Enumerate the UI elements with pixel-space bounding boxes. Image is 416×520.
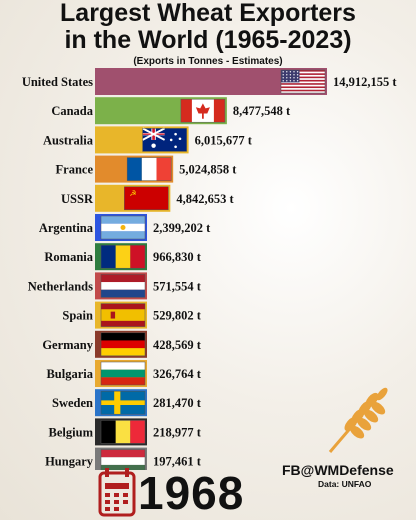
bar-group: Spain 529,802 t xyxy=(62,301,202,329)
value-label: 4,842,653 t xyxy=(176,192,234,206)
category-label: Romania xyxy=(44,250,93,264)
credit-text: FB@WMDefense xyxy=(282,462,394,478)
year-counter: 1968 xyxy=(138,467,245,519)
category-label: Sweden xyxy=(52,396,93,410)
value-label: 14,912,155 t xyxy=(333,75,397,89)
bar-group: Bulgaria 326,764 t xyxy=(46,360,202,387)
wheat-icon xyxy=(328,387,388,453)
value-label: 197,461 t xyxy=(153,455,202,469)
category-label: Argentina xyxy=(39,221,94,235)
category-label: Hungary xyxy=(45,455,94,469)
hungary-flag-icon xyxy=(100,449,146,470)
value-label: 5,024,858 t xyxy=(179,163,237,177)
value-label: 2,399,202 t xyxy=(153,221,211,235)
bar-group: Germany 428,569 t xyxy=(42,330,202,358)
bar-chart: United States 14,912,155 t Canada 8,477,548… xyxy=(22,68,397,470)
value-label: 571,554 t xyxy=(153,279,202,293)
bar-group: France 5,024,858 t xyxy=(56,155,237,183)
value-label: 529,802 t xyxy=(153,309,202,323)
argentina-flag-icon xyxy=(100,215,146,240)
bar-group: Hungary 197,461 t xyxy=(45,447,202,470)
category-label: United States xyxy=(22,75,93,89)
ussr-flag-icon: ☭ xyxy=(124,186,169,211)
value-label: 6,015,677 t xyxy=(195,133,253,147)
bar-group: Sweden 281,470 t xyxy=(52,389,202,417)
bar-group: Argentina 2,399,202 t xyxy=(39,214,211,241)
svg-text:☭: ☭ xyxy=(129,189,136,198)
sweden-flag-icon xyxy=(100,390,146,415)
chart-title: Largest Wheat Exporters in the World (19… xyxy=(0,0,416,54)
value-label: 281,470 t xyxy=(153,396,202,410)
category-label: Belgium xyxy=(49,425,94,439)
value-label: 428,569 t xyxy=(153,338,202,352)
chart-subtitle: (Exports in Tonnes - Estimates) xyxy=(133,56,283,67)
bar-group: ☭ USSR 4,842,653 t xyxy=(61,184,234,212)
bar-group: United States 14,912,155 t xyxy=(22,68,397,95)
france-flag-icon xyxy=(126,157,172,181)
bar-group: Australia 6,015,677 t xyxy=(43,126,253,154)
germany-flag-icon xyxy=(100,332,146,357)
category-label: Netherlands xyxy=(28,279,93,293)
canada-flag-icon xyxy=(180,98,226,123)
category-label: USSR xyxy=(61,192,94,206)
value-label: 326,764 t xyxy=(153,367,202,381)
title-line-1: Largest Wheat Exporters xyxy=(60,0,356,27)
bar-group: Netherlands 571,554 t xyxy=(28,272,202,300)
spain-flag-icon xyxy=(100,303,146,327)
category-label: Bulgaria xyxy=(46,367,93,381)
bar-group: Canada 8,477,548 t xyxy=(51,97,291,125)
romania-flag-icon xyxy=(100,244,146,269)
category-label: Canada xyxy=(51,104,93,118)
category-label: France xyxy=(56,163,94,177)
bar-group: Belgium 218,977 t xyxy=(49,418,202,446)
belgium-flag-icon xyxy=(100,420,146,444)
netherlands-flag-icon xyxy=(100,274,146,298)
australia-flag-icon xyxy=(142,127,187,152)
calendar-icon xyxy=(98,468,136,517)
us-flag-icon xyxy=(280,69,326,94)
source-text: Data: UNFAO xyxy=(318,479,372,489)
bar-group: Romania 966,830 t xyxy=(44,243,202,271)
title-line-2: in the World (1965-2023) xyxy=(64,26,352,54)
category-label: Germany xyxy=(42,338,93,352)
value-label: 8,477,548 t xyxy=(233,104,291,118)
value-label: 966,830 t xyxy=(153,250,202,264)
category-label: Australia xyxy=(43,133,94,147)
value-label: 218,977 t xyxy=(153,425,202,439)
bulgaria-flag-icon xyxy=(100,361,146,386)
category-label: Spain xyxy=(62,309,93,323)
